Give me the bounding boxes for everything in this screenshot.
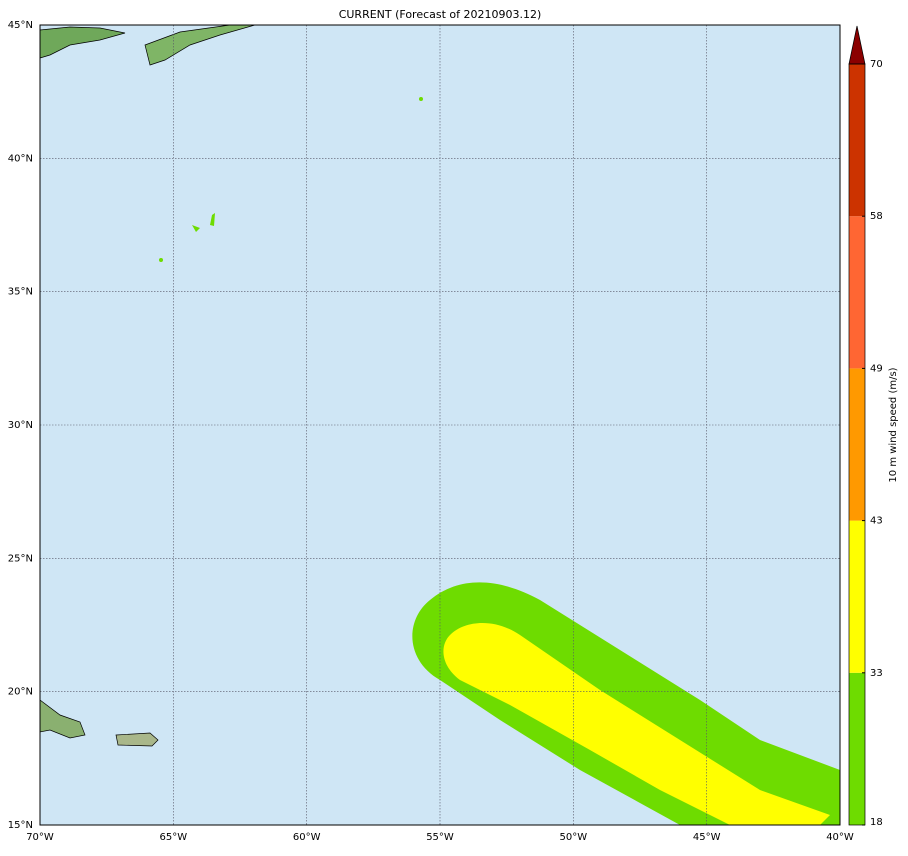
land xyxy=(39,24,256,747)
wind-swath xyxy=(412,582,840,825)
colorbar-segment xyxy=(849,520,865,673)
lon-tick-label: 40°W xyxy=(826,832,854,843)
lon-tick-label: 70°W xyxy=(26,832,54,843)
title: CURRENT (Forecast of 20210903.12) xyxy=(339,8,542,21)
lat-tick-label: 35°N xyxy=(8,287,33,298)
island xyxy=(192,225,200,232)
colorbar-segment xyxy=(849,64,865,217)
colorbar-segment xyxy=(849,216,865,369)
colorbar-tick-label: 18 xyxy=(870,817,883,828)
nova-scotia xyxy=(39,26,126,59)
lat-tick-label: 25°N xyxy=(8,553,33,564)
lon-tick-label: 45°W xyxy=(693,832,721,843)
colorbar-segment xyxy=(849,368,865,521)
lat-tick-label: 15°N xyxy=(8,820,33,831)
lon-tick-label: 60°W xyxy=(293,832,321,843)
map-frame xyxy=(39,24,841,826)
colorbar-tick-label: 49 xyxy=(870,363,883,374)
lon-tick-label: 65°W xyxy=(160,832,188,843)
island xyxy=(419,97,423,101)
island xyxy=(159,258,163,262)
newfoundland xyxy=(144,24,256,66)
colorbar-extend xyxy=(848,25,866,65)
lat-tick-label: 30°N xyxy=(8,420,33,431)
lon-tick-label: 55°W xyxy=(426,832,454,843)
islands xyxy=(159,97,423,262)
colorbar-tick-label: 58 xyxy=(870,211,883,222)
lat-tick-label: 40°N xyxy=(8,153,33,164)
colorbar-tick-label: 70 xyxy=(870,59,883,70)
colorbar-frame xyxy=(848,63,866,826)
lat-tick-label: 20°N xyxy=(8,687,33,698)
lon-tick-label: 50°W xyxy=(560,832,588,843)
colorbar-label: 10 m wind speed (m/s) xyxy=(888,367,899,482)
swath-inner xyxy=(443,622,830,825)
puerto-rico xyxy=(115,732,159,747)
lat-tick-label: 45°N xyxy=(8,20,33,31)
hispaniola xyxy=(39,699,86,739)
colorbar: 18 33 43 49 58 70 xyxy=(848,25,883,828)
colorbar-segment xyxy=(849,672,865,825)
colorbar-tick-label: 33 xyxy=(870,668,883,679)
colorbar-tick-label: 43 xyxy=(870,516,883,527)
island xyxy=(210,213,215,226)
